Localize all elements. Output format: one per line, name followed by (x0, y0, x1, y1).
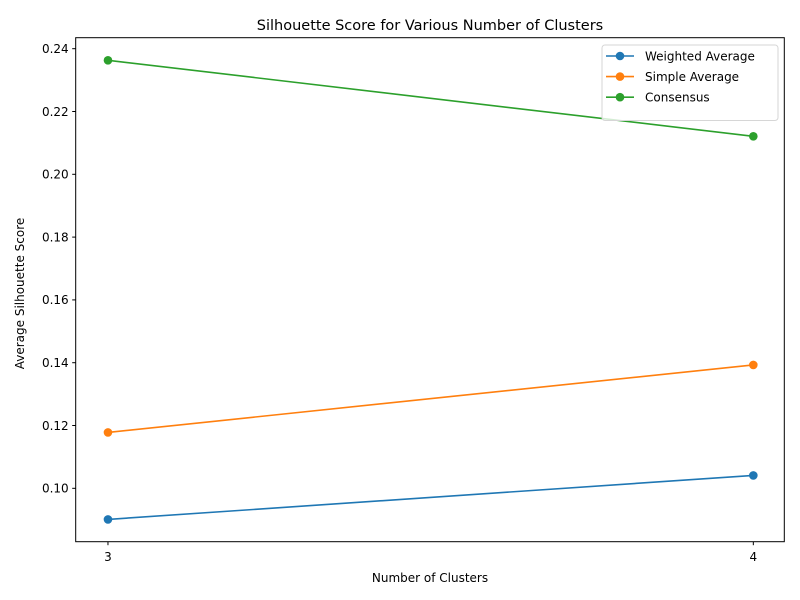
y-tick-label: 0.22 (42, 105, 69, 119)
series-simple-average (103, 360, 758, 437)
plot-series (103, 56, 758, 524)
legend-item: Weighted Average (606, 49, 755, 63)
data-point-marker (103, 56, 113, 65)
data-point-marker (103, 515, 113, 524)
data-point-marker (749, 360, 758, 370)
legend-label: Simple Average (645, 70, 739, 84)
y-tick-label: 0.12 (42, 419, 69, 433)
series-line (107, 474, 754, 521)
series-line (107, 364, 754, 434)
legend-marker-icon (615, 72, 625, 81)
plot-frame (75, 37, 785, 543)
x-axis-label: Number of Clusters (372, 571, 488, 585)
data-point-marker (749, 471, 758, 480)
y-tick-label: 0.18 (42, 230, 69, 244)
y-axis: 0.10 0.12 0.14 0.16 0.18 0.20 0.22 0.24 (42, 42, 76, 496)
legend-box (601, 44, 779, 121)
legend-marker-icon (615, 92, 625, 102)
x-tick-label: 3 (104, 550, 112, 564)
legend-item: Simple Average (606, 70, 739, 84)
y-axis-label: Average Silhouette Score (13, 218, 27, 370)
legend: Weighted Average Simple Average Consensus (601, 44, 779, 121)
y-tick-label: 0.16 (42, 293, 69, 307)
legend-label: Weighted Average (645, 49, 755, 63)
y-tick-label: 0.14 (42, 356, 69, 370)
legend-marker-icon (615, 51, 625, 61)
y-tick-label: 0.20 (42, 168, 69, 182)
series-consensus (103, 56, 758, 141)
legend-item: Consensus (606, 91, 710, 105)
data-point-marker (749, 132, 758, 141)
x-tick-label: 4 (750, 550, 758, 564)
y-tick-label: 0.24 (42, 42, 69, 56)
data-point-marker (103, 428, 113, 437)
chart-title: Silhouette Score for Various Number of C… (257, 18, 603, 34)
legend-label: Consensus (645, 91, 710, 105)
series-line (107, 59, 754, 138)
series-weighted-average (103, 471, 758, 524)
y-tick-label: 0.10 (42, 482, 69, 496)
